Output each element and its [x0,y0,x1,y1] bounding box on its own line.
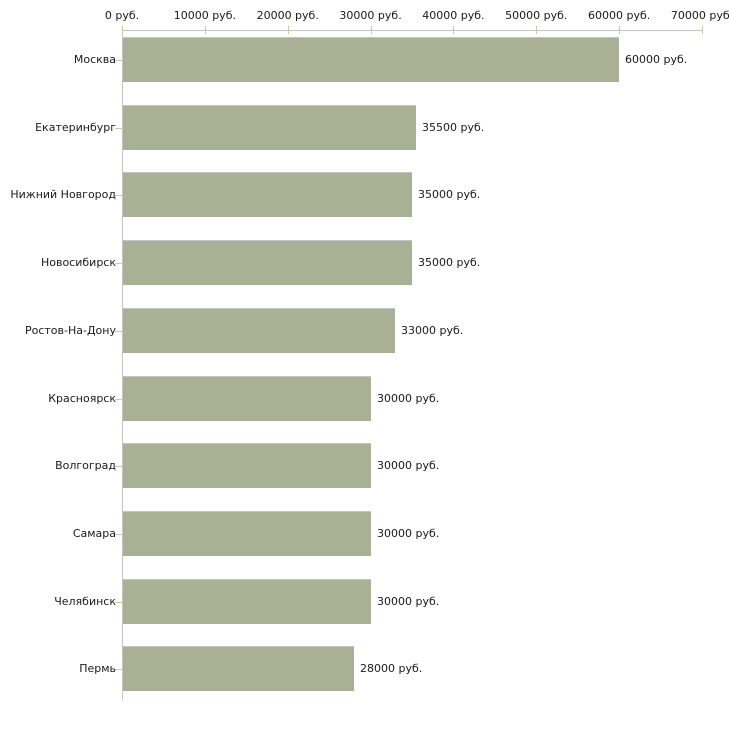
value-label: 35000 руб. [418,256,481,269]
x-axis-line [122,30,702,31]
bar [123,105,416,150]
value-label: 30000 руб. [377,392,440,405]
x-axis-tick-label: 40000 руб. [422,9,485,22]
x-axis-tick-mark [619,26,621,34]
value-label: 60000 руб. [625,53,688,66]
category-label: Нижний Новгород [10,188,116,201]
bar [123,37,619,82]
category-label: Москва [73,53,116,66]
category-label: Самара [72,527,116,540]
bar-row: Самара 30000 руб. [0,511,730,556]
bar-row: Новосибирск 35000 руб. [0,240,730,285]
bar [123,579,371,624]
category-tick-mark [115,466,122,467]
bar-row: Москва 60000 руб. [0,37,730,82]
bar-row: Волгоград 30000 руб. [0,443,730,488]
value-label: 30000 руб. [377,527,440,540]
category-tick-mark [115,195,122,196]
bar [123,376,371,421]
category-label: Волгоград [55,459,116,472]
bar-row: Пермь 28000 руб. [0,646,730,691]
bar [123,240,412,285]
category-label: Новосибирск [40,256,116,269]
x-axis-tick-label: 30000 руб. [339,9,402,22]
category-tick-mark [115,60,122,61]
bar [123,172,412,217]
category-tick-mark [115,534,122,535]
value-label: 30000 руб. [377,595,440,608]
bar [123,511,371,556]
category-label: Челябинск [54,595,116,608]
x-axis-tick-mark [453,26,455,34]
category-tick-mark [115,399,122,400]
bar-row: Екатеринбург 35500 руб. [0,105,730,150]
x-axis-tick-mark [204,26,206,34]
category-label: Екатеринбург [35,121,116,134]
bar [123,308,395,353]
bar-row: Челябинск 30000 руб. [0,579,730,624]
category-tick-mark [115,602,122,603]
bar-row: Нижний Новгород 35000 руб. [0,172,730,217]
value-label: 35500 руб. [422,121,485,134]
category-tick-mark [115,263,122,264]
category-label: Пермь [79,662,116,675]
value-label: 28000 руб. [360,662,423,675]
bar-row: Красноярск 30000 руб. [0,376,730,421]
x-axis-tick-mark [370,26,372,34]
category-tick-mark [115,331,122,332]
x-axis-tick-label: 50000 руб. [505,9,568,22]
x-axis-tick-mark [122,26,123,34]
value-label: 33000 руб. [401,324,464,337]
value-label: 30000 руб. [377,459,440,472]
category-label: Ростов-На-Дону [24,324,116,337]
x-axis-tick-mark [287,26,289,34]
x-axis-tick-label: 20000 руб. [256,9,319,22]
category-tick-mark [115,128,122,129]
bar [123,443,371,488]
bar-row: Ростов-На-Дону 33000 руб. [0,308,730,353]
x-axis-tick-mark [536,26,538,34]
value-label: 35000 руб. [418,188,481,201]
y-axis-line [122,30,123,700]
bar [123,646,354,691]
x-axis-tick-label: 60000 руб. [588,9,651,22]
category-label: Красноярск [48,392,116,405]
category-tick-mark [115,669,122,670]
x-axis-tick-label: 70000 руб. [670,9,730,22]
x-axis-tick-mark [702,26,703,34]
x-axis-tick-label: 10000 руб. [173,9,236,22]
x-axis-tick-label: 0 руб. [104,9,140,22]
